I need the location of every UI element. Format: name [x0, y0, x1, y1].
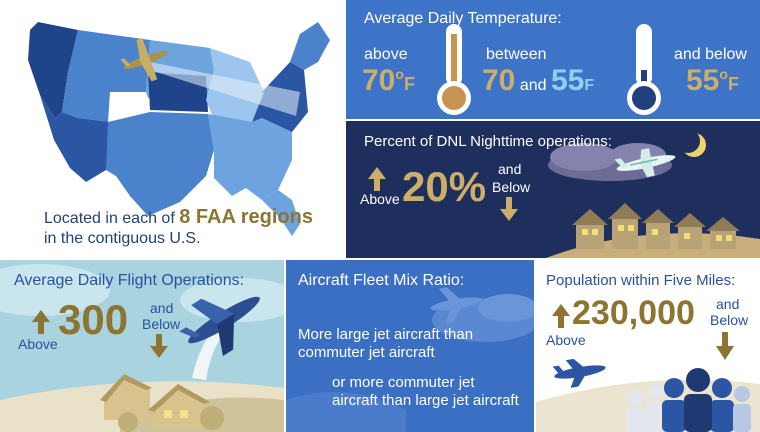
map-caption-highlight: 8 FAA regions — [179, 206, 313, 228]
flight-scene-illustration — [0, 264, 284, 432]
population-airplane-icon — [552, 358, 606, 388]
temp-above-value-group: 70oF — [362, 64, 415, 98]
temp-below-label: and below — [674, 46, 747, 63]
flight-houses — [100, 374, 224, 432]
fleet-mix-panel: Aircraft Fleet Mix Ratio: More large jet… — [286, 260, 534, 432]
temp-below-unit: F — [727, 74, 739, 94]
population-heading: Population within Five Miles: — [546, 272, 736, 289]
night-house-windows — [582, 225, 732, 241]
night-down-arrow-icon — [500, 197, 518, 221]
population-scene-illustration — [536, 358, 760, 432]
temp-below-value: 55 — [686, 64, 720, 97]
map-light-beam — [150, 62, 300, 116]
night-and-label: and — [498, 161, 522, 177]
nighttime-heading: Percent of DNL Nighttime operations: — [364, 133, 612, 150]
temp-between-label: between — [486, 46, 547, 63]
map-panel: Located in each of 8 FAA regions in the … — [0, 0, 344, 258]
nighttime-panel: Percent of DNL Nighttime operations: Abo… — [346, 121, 760, 258]
temp-above-label: above — [364, 46, 408, 63]
flights-heading: Average Daily Flight Operations: — [14, 272, 245, 289]
map-region-southwest — [40, 95, 110, 182]
flights-value: 300 — [58, 296, 129, 343]
map-region-new-england — [290, 22, 330, 70]
temperature-heading: Average Daily Temperature: — [364, 10, 562, 27]
population-above-label: Above — [546, 332, 586, 348]
temp-above-degree: o — [395, 66, 404, 82]
night-below-label: Below — [492, 179, 531, 195]
population-below-label: Below — [710, 312, 749, 328]
cold-thermometer-icon — [627, 24, 661, 115]
fleet-line1: More large jet aircraft than — [298, 326, 474, 343]
temperature-panel: Average Daily Temperature: above 70oF be… — [346, 0, 760, 119]
flights-and-label: and — [150, 300, 174, 316]
fleet-line2: commuter jet aircraft — [298, 344, 435, 361]
map-region-southern — [208, 114, 292, 200]
night-up-arrow-icon — [368, 167, 386, 191]
flight-airplane-icon — [179, 296, 260, 357]
map-caption-line1: Located in each of 8 FAA regions — [44, 206, 313, 228]
flight-operations-panel: Average Daily Flight Operations: Above 3… — [0, 260, 284, 432]
people-group-icon — [626, 368, 751, 432]
temp-between-group: 70 and 55F — [482, 64, 594, 98]
population-and-label: and — [716, 296, 740, 312]
temp-between-and: and — [519, 77, 547, 94]
flights-above-label: Above — [18, 336, 58, 352]
temp-between-low: 70 — [482, 64, 516, 97]
population-down-arrow-icon — [716, 332, 734, 360]
map-region-northwest-mountain — [62, 30, 150, 122]
hot-thermometer-icon — [437, 24, 471, 115]
population-up-arrow-icon — [552, 304, 570, 328]
flights-below-label: Below — [142, 316, 181, 332]
temp-below-degree: o — [719, 66, 728, 82]
temp-below-value-group: 55oF — [686, 64, 739, 98]
map-caption-line2: in the contiguous U.S. — [44, 230, 201, 247]
population-value: 230,000 — [572, 294, 695, 332]
temp-above-unit: F — [403, 74, 415, 94]
night-scene-illustration — [546, 129, 760, 258]
us-map-illustration — [28, 22, 330, 236]
fleet-background-illustration — [286, 287, 534, 432]
flights-down-arrow-icon — [150, 334, 168, 358]
fleet-line4: aircraft than large jet aircraft — [332, 392, 519, 409]
night-above-label: Above — [360, 191, 400, 207]
night-value: 20% — [402, 163, 487, 210]
temp-above-value: 70 — [362, 64, 396, 97]
map-region-west — [28, 22, 78, 118]
map-region-southwest-central — [106, 112, 214, 216]
population-panel: Population within Five Miles: Above 230,… — [536, 260, 760, 432]
flights-up-arrow-icon — [32, 310, 50, 334]
night-houses — [572, 203, 740, 249]
map-region-florida — [262, 190, 300, 236]
temp-between-high: 55 — [550, 64, 585, 97]
fleet-airplane-silhouette — [430, 287, 482, 325]
fleet-heading: Aircraft Fleet Mix Ratio: — [298, 272, 465, 289]
temp-between-unit: F — [584, 77, 595, 94]
map-airplane-icon — [120, 37, 169, 82]
fleet-line3: or more commuter jet — [332, 374, 475, 391]
night-airplane-icon — [614, 148, 676, 178]
